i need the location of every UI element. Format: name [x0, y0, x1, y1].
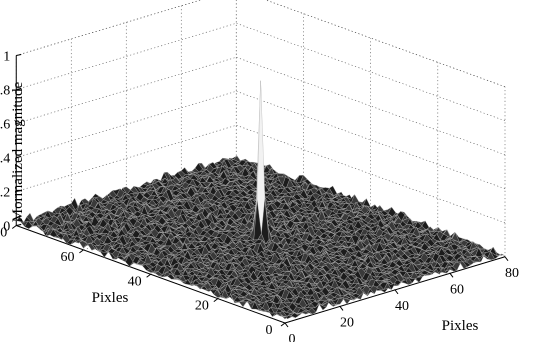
z-tick-label: 0.6 [0, 118, 10, 133]
z-tick-mark [16, 122, 22, 124]
grid-line [236, 56, 506, 156]
z-tick-mark [16, 54, 22, 56]
grid-line [16, 124, 237, 192]
surface-plot [16, 80, 506, 320]
z-tick-mark [16, 88, 22, 90]
z-tick-label: 0.8 [0, 84, 10, 99]
grid-line [16, 56, 237, 124]
z-tick-label: 1 [3, 50, 10, 65]
grid-line [236, 124, 506, 224]
y-tick-label: 0 [266, 323, 273, 338]
grid-line [16, 22, 237, 90]
x-tick-mark [504, 256, 509, 262]
y-tick-mark [146, 273, 151, 278]
z-tick-label: 0 [3, 220, 10, 235]
grid-line [16, 90, 237, 158]
y-tick-mark [11, 225, 17, 229]
z-tick-label: 0.4 [0, 152, 10, 167]
x-tick-mark [339, 306, 344, 311]
grid-line [265, 0, 506, 88]
x-tick-label: 80 [505, 266, 519, 281]
x-tick-mark [394, 289, 399, 295]
grid-line [16, 0, 202, 56]
x-tick-mark [284, 322, 289, 328]
x-tick-label: 40 [395, 299, 409, 314]
y-tick-label: 80 [0, 226, 7, 241]
surface-cell [280, 314, 289, 320]
x-tick-label: 20 [340, 315, 354, 330]
z-tick-mark [16, 156, 22, 158]
grid-line [236, 90, 506, 190]
axis-labels: Mormalized magnitude Pixles Pixles [10, 81, 478, 334]
y-tick-label: 20 [195, 299, 209, 314]
x-tick-mark [449, 273, 454, 278]
z-tick-mark [16, 224, 22, 226]
z-axis-label: Mormalized magnitude [10, 81, 26, 222]
x-tick-label: 0 [289, 332, 296, 342]
grid-line [236, 22, 506, 122]
y-tick-mark [280, 322, 286, 327]
x-axis-label: Pixles [442, 318, 479, 334]
tick-labels: 00.20.40.60.81020406080020406080 [0, 50, 519, 342]
x-tick-label: 60 [450, 282, 464, 297]
z-tick-mark [16, 190, 22, 192]
y-tick-label: 60 [60, 250, 74, 265]
y-axis-label: Pixles [92, 290, 129, 306]
y-tick-mark [79, 249, 84, 254]
z-tick-label: 0.2 [0, 186, 10, 201]
y-tick-mark [213, 298, 219, 303]
y-tick-label: 40 [128, 274, 142, 289]
